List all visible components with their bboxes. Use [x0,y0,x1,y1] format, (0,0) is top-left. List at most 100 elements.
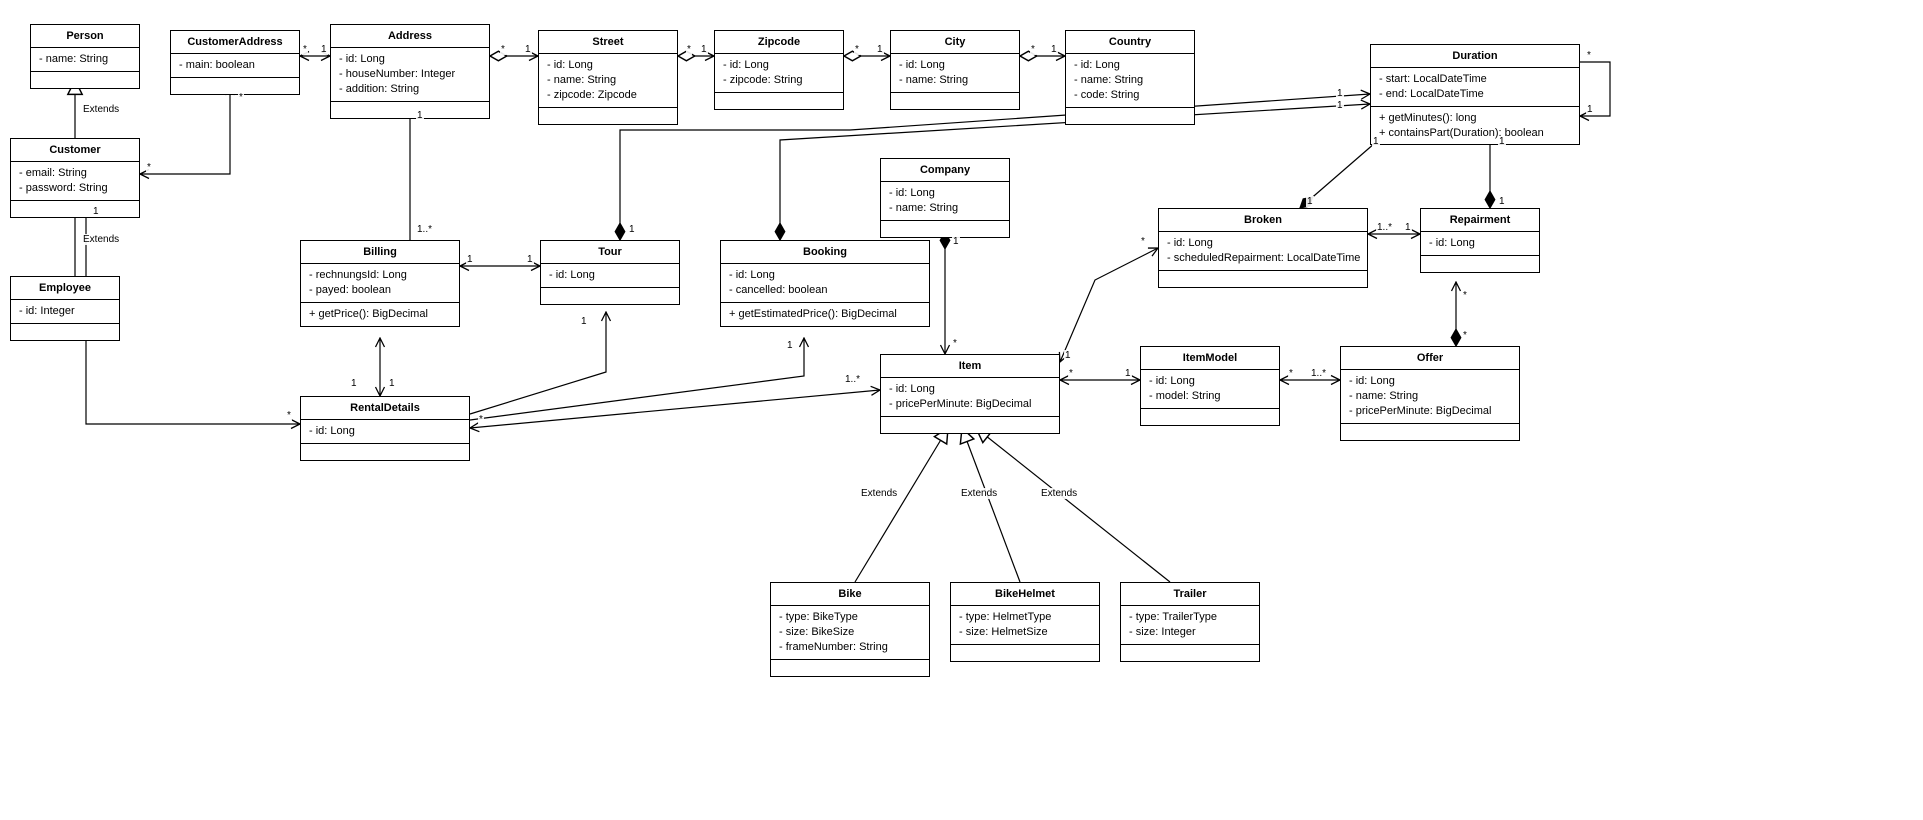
multiplicity-label: 1 [628,224,636,235]
class-bike: Bike- type: BikeType- size: BikeSize- fr… [770,582,930,677]
edge-self [1580,62,1610,116]
class-methods [1121,645,1259,661]
class-item: Item- id: Long- pricePerMinute: BigDecim… [880,354,1060,434]
class-repairment: Repairment - id: Long [1420,208,1540,273]
multiplicity-label: * [500,44,506,55]
multiplicity-label: 1 [952,236,960,247]
class-methods: + getMinutes(): long+ containsPart(Durat… [1371,107,1579,145]
attr-line: - id: Long [723,58,835,73]
class-methods [715,93,843,109]
attr-line: - payed: boolean [309,283,451,298]
class-name: Repairment [1421,209,1539,232]
multiplicity-label: * [478,414,484,425]
attr-line: - id: Long [1429,236,1531,251]
attr-line: - frameNumber: String [779,640,921,655]
multiplicity-label: * [146,162,152,173]
class-name: CustomerAddress [171,31,299,54]
multiplicity-label: * [1462,330,1468,341]
class-methods [881,221,1009,237]
edge-label: Extends [860,488,898,499]
class-rentaldetails: RentalDetails- id: Long [300,396,470,461]
class-city: City- id: Long- name: String [890,30,1020,110]
attr-line: - houseNumber: Integer [339,67,481,82]
attr-line: - id: Long [729,268,921,283]
attr-line: - type: TrailerType [1129,610,1251,625]
multiplicity-label: 1 [1498,136,1506,147]
multiplicity-label: * [1288,368,1294,379]
attr-line: - start: LocalDateTime [1379,72,1571,87]
attr-line: - size: BikeSize [779,625,921,640]
class-attrs: - id: Long [541,264,679,288]
multiplicity-label: 1 [786,340,794,351]
attr-line: - end: LocalDateTime [1379,87,1571,102]
class-methods [1141,409,1279,425]
attr-line: - name: String [899,73,1011,88]
class-name: Person [31,25,139,48]
attr-line: - id: Long [549,268,671,283]
class-methods [1159,271,1367,287]
attr-line: - type: HelmetType [959,610,1091,625]
multiplicity-label: 1..* [416,224,433,235]
class-name: Company [881,159,1009,182]
attr-line: - id: Long [889,382,1051,397]
class-bikehelmet: BikeHelmet- type: HelmetType- size: Helm… [950,582,1100,662]
class-broken: Broken- id: Long- scheduledRepairment: L… [1158,208,1368,288]
attr-line: - size: HelmetSize [959,625,1091,640]
multiplicity-label: * [302,44,308,55]
multiplicity-label: 1 [466,254,474,265]
class-methods [11,201,139,217]
attr-line: - id: Long [1074,58,1186,73]
attr-line: - name: String [1074,73,1186,88]
class-attrs: - id: Long- model: String [1141,370,1279,409]
class-methods [541,288,679,304]
class-attrs: - id: Long [1421,232,1539,256]
attr-line: - name: String [39,52,131,67]
class-name: Tour [541,241,679,264]
class-methods [31,72,139,88]
multiplicity-label: 1 [416,110,424,121]
class-company: Company- id: Long- name: String [880,158,1010,238]
class-address: Address- id: Long- houseNumber: Integer-… [330,24,490,119]
class-attrs: - id: Long- name: String- code: String [1066,54,1194,108]
method-line: + getMinutes(): long [1379,111,1571,126]
class-name: Item [881,355,1059,378]
class-customeraddress: CustomerAddress- main: boolean [170,30,300,95]
multiplicity-label: 1 [524,44,532,55]
attr-line: - name: String [1349,389,1511,404]
class-zipcode: Zipcode- id: Long- zipcode: String [714,30,844,110]
multiplicity-label: * [854,44,860,55]
edge-assoc [140,86,230,174]
multiplicity-label: * [286,410,292,421]
multiplicity-label: 1 [1498,196,1506,207]
class-attrs: - id: Long- pricePerMinute: BigDecimal [881,378,1059,417]
attr-line: - id: Long [309,424,461,439]
class-tour: Tour - id: Long [540,240,680,305]
class-name: ItemModel [1141,347,1279,370]
class-methods [331,102,489,118]
class-customer: Customer- email: String- password: Strin… [10,138,140,218]
class-trailer: Trailer- type: TrailerType- size: Intege… [1120,582,1260,662]
class-attrs: - type: TrailerType- size: Integer [1121,606,1259,645]
edge-assoc [1060,248,1158,362]
multiplicity-label: 1 [1124,368,1132,379]
attr-line: - pricePerMinute: BigDecimal [889,397,1051,412]
class-attrs: - id: Long- name: String- pricePerMinute… [1341,370,1519,424]
multiplicity-label: * [1030,44,1036,55]
class-country: Country- id: Long- name: String- code: S… [1065,30,1195,125]
multiplicity-label: 1 [1064,350,1072,361]
attr-line: - zipcode: String [723,73,835,88]
multiplicity-label: 1..* [1376,222,1393,233]
class-street: Street- id: Long- name: String- zipcode:… [538,30,678,125]
class-attrs: - id: Long- name: String [881,182,1009,221]
class-attrs: - type: HelmetType- size: HelmetSize [951,606,1099,645]
class-methods: + getPrice(): BigDecimal [301,303,459,326]
edge-extends [962,428,1020,582]
attr-line: - size: Integer [1129,625,1251,640]
class-attrs: - name: String [31,48,139,72]
multiplicity-label: 1 [350,378,358,389]
class-name: Employee [11,277,119,300]
class-offer: Offer- id: Long- name: String- pricePerM… [1340,346,1520,441]
class-attrs: - id: Long- scheduledRepairment: LocalDa… [1159,232,1367,271]
multiplicity-label: * [1140,236,1146,247]
attr-line: - email: String [19,166,131,181]
